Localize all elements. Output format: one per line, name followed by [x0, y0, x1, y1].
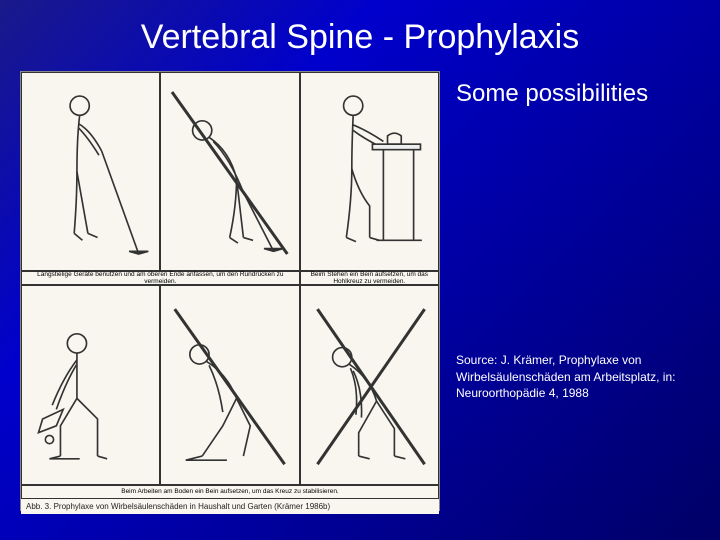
- caption-top-left: Langstielige Geräte benutzen und am ober…: [21, 271, 300, 285]
- figure-prophylaxis: Langstielige Geräte benutzen und am ober…: [20, 71, 440, 511]
- figure-main-caption: Abb. 3. Prophylaxe von Wirbelsäulenschäd…: [21, 499, 439, 514]
- right-column: Some possibilities Source: J. Krämer, Pr…: [456, 71, 700, 511]
- caption-bottom: Beim Arbeiten am Boden ein Bein aufsetze…: [21, 485, 439, 499]
- panel-1: [21, 72, 160, 271]
- content-area: Langstielige Geräte benutzen und am ober…: [0, 71, 720, 511]
- figure-grid: Langstielige Geräte benutzen und am ober…: [21, 72, 439, 499]
- panel-5: [160, 285, 299, 484]
- panel-6: [300, 285, 439, 484]
- source-citation: Source: J. Krämer, Prophylaxe von Wirbel…: [456, 352, 700, 401]
- panel-4: [21, 285, 160, 484]
- caption-top-right: Beim Stehen ein Bein aufsetzen, um das H…: [300, 271, 439, 285]
- panel-3: [300, 72, 439, 271]
- subtitle: Some possibilities: [456, 79, 700, 109]
- panel-2: [160, 72, 299, 271]
- slide-title: Vertebral Spine - Prophylaxis: [0, 0, 720, 71]
